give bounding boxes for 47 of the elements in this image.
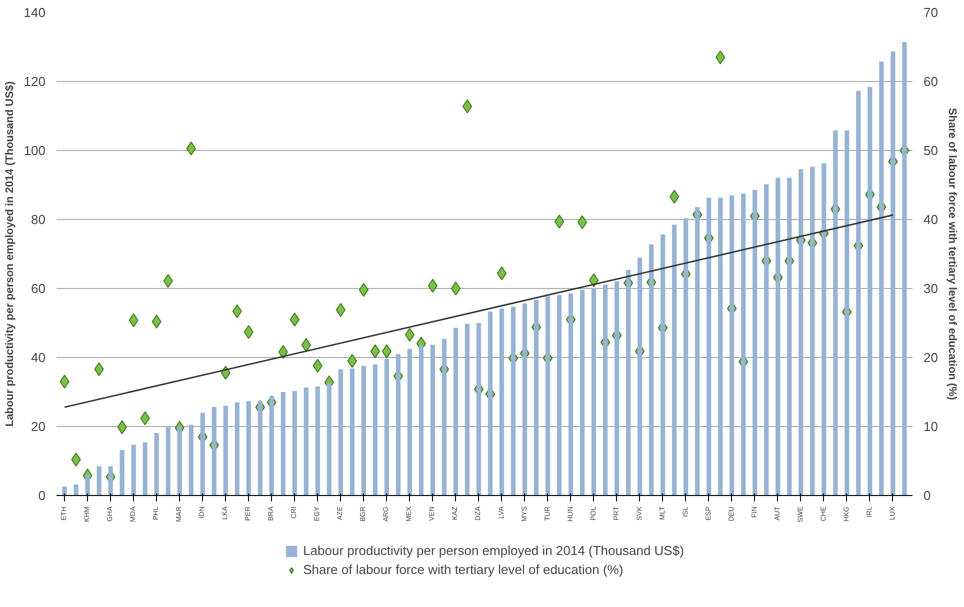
bar	[280, 392, 286, 496]
y2-tick-label: 20	[924, 350, 938, 365]
bar	[430, 344, 436, 496]
bar	[188, 424, 194, 496]
y-tick-label: 120	[24, 74, 46, 89]
bar	[556, 295, 562, 496]
bar	[74, 484, 78, 496]
y-axis-title: Labour productivity per person employed in 2014 (Thousand US$)	[4, 80, 16, 427]
y-tick-label: 40	[31, 350, 46, 365]
bar	[96, 466, 102, 496]
y-tick-label: 0	[38, 488, 46, 503]
bar	[234, 402, 240, 496]
bar	[304, 388, 308, 496]
bar	[154, 433, 159, 496]
bar	[292, 390, 297, 496]
y-tick-label: 140	[24, 5, 46, 20]
y2-tick-label: 30	[924, 281, 938, 296]
y2-axis-title: Share of labour force with tertiary level of education (%)	[946, 108, 958, 400]
y2-tick-label: 50	[924, 143, 938, 158]
bar	[246, 400, 251, 496]
bar	[672, 224, 677, 496]
bar	[131, 444, 136, 496]
bar	[580, 290, 585, 496]
y2-tick-label: 40	[924, 212, 938, 227]
bar	[453, 328, 458, 496]
legend-label: Labour productivity per person employed in 2014 (Thousand US$)	[303, 543, 684, 558]
y2-tick-label: 70	[924, 5, 938, 20]
y-tick-label: 100	[24, 143, 46, 158]
bar	[338, 369, 343, 496]
y2-tick-label: 0	[924, 488, 931, 503]
y2-tick-label: 10	[924, 419, 938, 434]
bar	[718, 198, 723, 496]
y2-tick-label: 60	[924, 74, 938, 89]
bar	[223, 406, 228, 496]
y-tick-label: 60	[31, 281, 46, 296]
bar	[315, 386, 320, 496]
bar	[120, 450, 124, 496]
bar	[142, 442, 148, 496]
bar	[499, 308, 504, 496]
y-tick-label: 80	[31, 212, 46, 227]
bar	[361, 366, 366, 496]
bar	[464, 324, 470, 496]
y-tick-label: 20	[31, 419, 46, 434]
bar	[372, 364, 378, 496]
legend-label: Share of labour force with tertiary level of education (%)	[303, 562, 624, 577]
bar	[407, 348, 412, 496]
bar	[166, 427, 170, 496]
